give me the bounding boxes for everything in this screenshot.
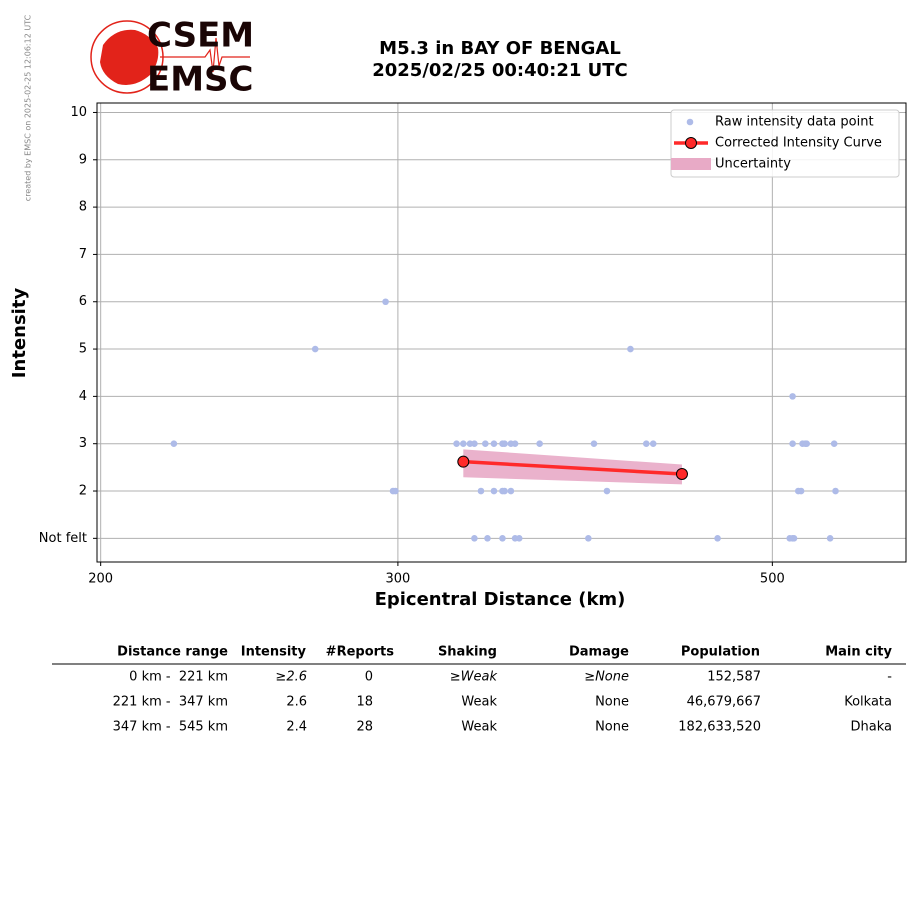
- table-cell: 2.4: [286, 720, 307, 735]
- data-point: [490, 440, 498, 448]
- table-cell: 347 km - 545 km: [113, 720, 228, 735]
- table-cell: 152,587: [707, 670, 761, 685]
- table-cell: -: [887, 670, 892, 685]
- data-point: [453, 440, 460, 448]
- y-tick-label: 8: [79, 200, 87, 215]
- data-point: [627, 345, 634, 353]
- y-tick-label: 3: [79, 436, 87, 451]
- plot-frame: [96, 102, 907, 563]
- data-point: [642, 440, 650, 448]
- y-tick-label: 7: [79, 247, 87, 262]
- data-point: [803, 440, 811, 448]
- data-point: [830, 440, 838, 448]
- data-point: [585, 535, 592, 542]
- table-header: Shaking: [438, 645, 497, 660]
- table-header: Distance range: [117, 645, 228, 660]
- table-header: Intensity: [241, 645, 307, 660]
- y-tick-label: 2: [79, 484, 87, 499]
- table-header: Main city: [825, 645, 892, 660]
- logo-wave: [160, 37, 250, 73]
- y-tick-label: Not felt: [39, 531, 87, 546]
- data-point: [511, 440, 519, 448]
- data-point: [832, 487, 839, 495]
- data-point: [382, 298, 389, 306]
- table-cell: 0: [365, 670, 373, 685]
- x-axis-label: Epicentral Distance (km): [375, 589, 626, 610]
- data-point: [392, 487, 399, 495]
- x-tick-label: 200: [88, 572, 113, 587]
- data-point: [471, 440, 478, 448]
- data-point: [789, 393, 796, 400]
- logo-bottom: EMSC: [147, 60, 254, 100]
- data-point: [460, 440, 467, 448]
- legend-marker: [671, 158, 711, 170]
- table-cell: 0 km - 221 km: [129, 670, 228, 685]
- legend-box: [670, 109, 900, 178]
- x-tick-label: 300: [385, 572, 410, 587]
- data-point: [714, 535, 721, 542]
- data-point: [482, 440, 489, 448]
- table-cell: 46,679,667: [687, 695, 761, 710]
- table-cell: ≥Weak: [450, 670, 498, 685]
- data-point: [477, 487, 485, 495]
- data-point: [649, 440, 657, 448]
- data-point: [499, 535, 506, 542]
- y-tick-label: 6: [79, 294, 87, 309]
- legend-marker: [685, 137, 697, 149]
- table-cell: ≥2.6: [275, 670, 307, 685]
- legend-label: Raw intensity data point: [715, 115, 874, 130]
- chart-subtitle: 2025/02/25 00:40:21 UTC: [372, 60, 628, 81]
- data-point: [507, 487, 515, 495]
- table-cell: Weak: [461, 695, 497, 710]
- data-point: [536, 440, 543, 448]
- data-point: [170, 440, 178, 448]
- chart-title: M5.3 in BAY OF BENGAL: [379, 38, 621, 59]
- y-axis-label: Intensity: [9, 288, 30, 379]
- legend-marker: [686, 118, 694, 126]
- table-cell: Kolkata: [844, 695, 892, 710]
- table-cell: None: [595, 695, 629, 710]
- data-point: [490, 487, 498, 495]
- table-cell: 221 km - 347 km: [113, 695, 228, 710]
- y-tick-label: 9: [79, 152, 87, 167]
- data-point: [501, 440, 508, 448]
- table-header: Damage: [569, 645, 629, 660]
- logo-top: CSEM: [147, 16, 254, 56]
- curve-point: [457, 455, 470, 468]
- curve: [463, 459, 683, 476]
- logo: CSEM EMSC: [90, 16, 254, 100]
- table-header: Population: [681, 645, 760, 660]
- table-cell: Weak: [461, 720, 497, 735]
- logo-land: [100, 29, 159, 85]
- y-tick-label: 10: [70, 105, 87, 120]
- data-point: [789, 440, 796, 448]
- curve-point: [675, 467, 688, 480]
- legend-label: Uncertainty: [715, 157, 791, 172]
- table-cell: 2.6: [286, 695, 307, 710]
- data-point: [311, 345, 319, 353]
- table-cell: 182,633,520: [678, 720, 761, 735]
- data-point: [501, 487, 508, 495]
- data-point: [826, 535, 834, 542]
- table-cell: 18: [356, 695, 373, 710]
- table-cell: None: [595, 720, 629, 735]
- table-cell: Dhaka: [851, 720, 892, 735]
- table-header: #Reports: [326, 645, 395, 660]
- data-point: [797, 487, 805, 495]
- data-point: [590, 440, 598, 448]
- data-point: [515, 535, 523, 542]
- y-tick-label: 5: [79, 342, 87, 357]
- x-tick-label: 500: [760, 572, 785, 587]
- credit: created by EMSC on 2025-02-25 12:06:12 U…: [24, 14, 33, 201]
- legend-label: Corrected Intensity Curve: [715, 136, 882, 151]
- data-point: [471, 535, 478, 542]
- table-cell: 28: [356, 720, 373, 735]
- data-point: [790, 535, 798, 542]
- data-point: [603, 487, 611, 495]
- data-point: [484, 535, 491, 542]
- y-tick-label: 4: [79, 389, 87, 404]
- table-cell: ≥None: [584, 670, 629, 685]
